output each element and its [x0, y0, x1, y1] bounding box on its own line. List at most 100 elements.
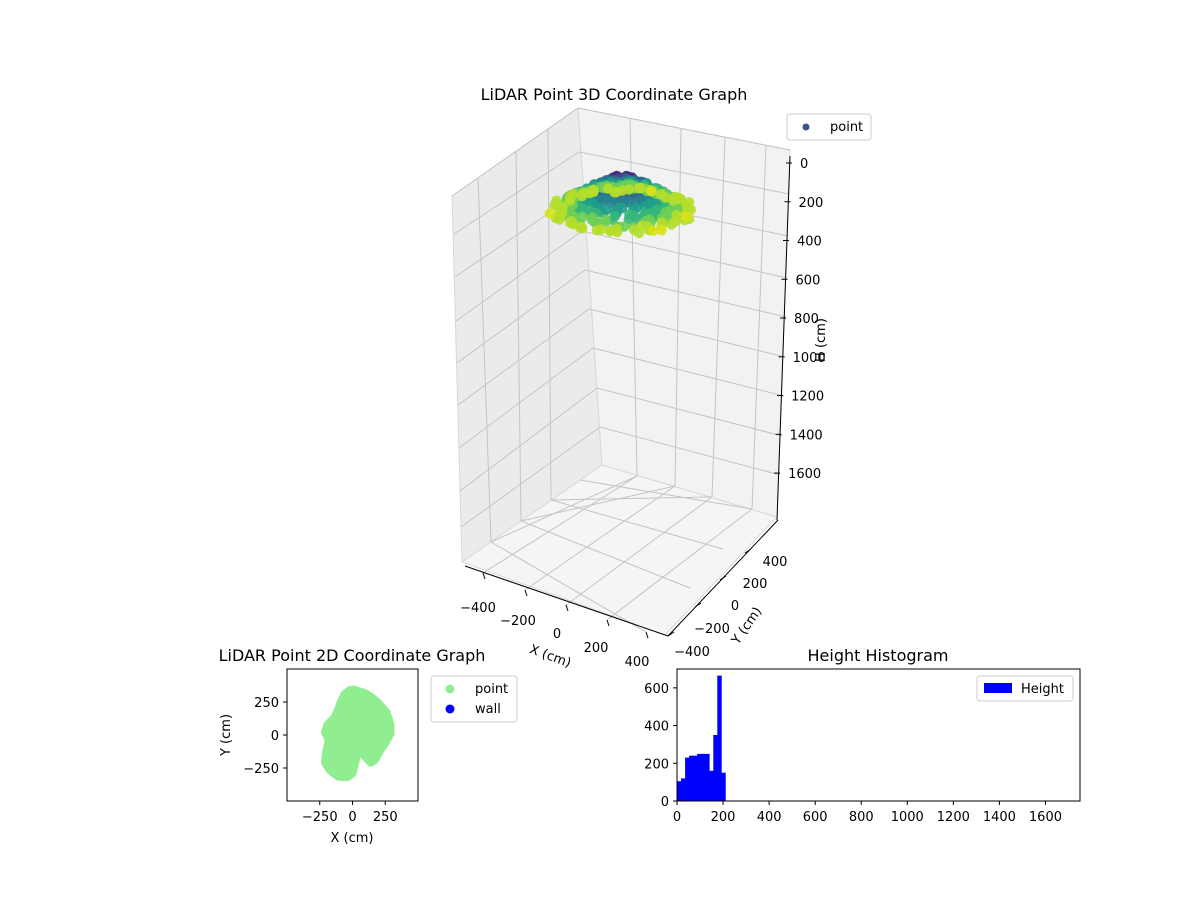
x3d-tick-label: 400 [625, 655, 650, 670]
y3d-tick-label: 0 [731, 599, 739, 614]
scatter3d-point [605, 225, 616, 237]
hist-x-tick-label: 0 [673, 810, 681, 825]
plot-3d: LiDAR Point 3D Coordinate Graph [451, 85, 872, 671]
y2d-tick-label: 0 [271, 729, 279, 744]
z3d-ticks: H (cm) 0 200 400 600 800 1000 1200 1400 1600 [774, 157, 829, 482]
hist-bar [677, 781, 682, 801]
z3d-tick-label: 200 [799, 196, 824, 211]
scatter3d-point [565, 192, 576, 203]
legend-hist-label: Height [1021, 682, 1064, 697]
y2d-tick-label: −250 [243, 762, 279, 777]
scatter3d-point [681, 211, 692, 222]
z3d-tick-label: 1400 [790, 428, 823, 443]
scatter3d-point [671, 192, 682, 203]
scatter3d-points [544, 170, 696, 239]
z3d-tick-label: 800 [794, 312, 819, 327]
scatter3d-point [648, 225, 659, 236]
chart2d-title: LiDAR Point 2D Coordinate Graph [219, 646, 486, 665]
legend-hist: Height [976, 675, 1074, 702]
hist-bar [713, 735, 718, 801]
legend-2d: point wall [430, 675, 518, 723]
plot-histogram: Height Histogram 0 200 400 600 800 1000 1200 14… [644, 646, 1081, 825]
scatter3d-point [584, 187, 595, 199]
scatter3d-point [591, 225, 603, 236]
y2d-tick-label: 250 [254, 696, 279, 711]
scatter3d-point [549, 200, 560, 211]
legend-2d-wall-marker [445, 704, 455, 714]
scatter3d-point [655, 189, 667, 200]
pane-back [577, 107, 791, 518]
y3d-tick-label: −200 [694, 622, 730, 637]
z3d-tick-label: 600 [796, 273, 821, 288]
x2d-axis-label: X (cm) [331, 831, 374, 846]
z3d-axis-label: H (cm) [814, 318, 829, 362]
legend-3d-label: point [830, 120, 863, 135]
scatter3d-point [635, 183, 646, 194]
hist-y-tick-label: 400 [644, 720, 669, 735]
hist-x-tick-label: 400 [757, 810, 782, 825]
scatter3d-point [681, 200, 692, 211]
hist-bar [689, 755, 694, 801]
hist-title: Height Histogram [808, 646, 949, 665]
plot2d-ticks: −250 0 250 250 0 −250 [243, 696, 397, 825]
scatter3d-point [609, 187, 620, 198]
y3d-tick-label: 200 [743, 577, 768, 592]
hist-x-tick-label: 1600 [1029, 810, 1062, 825]
scatter3d-point [565, 217, 576, 229]
x2d-tick-label: 0 [348, 810, 356, 825]
legend-3d-box [786, 113, 872, 141]
z3d-tick-label: 0 [800, 157, 808, 172]
hist-ticks: 0 200 400 600 800 1000 1200 1400 1600 0 200 400 600 [644, 682, 1062, 825]
legend-2d-wall-label: wall [475, 702, 501, 717]
scatter3d-point [633, 227, 645, 239]
x3d-axis-label: X (cm) [527, 642, 573, 671]
scatter3d-point [557, 202, 568, 213]
scatter3d-point [646, 186, 657, 197]
hist-frame [676, 668, 1081, 802]
scatter3d-point [577, 223, 588, 234]
legend-3d-marker [802, 123, 810, 131]
hist-x-tick-label: 200 [711, 810, 736, 825]
legend-3d: point [786, 113, 872, 141]
z3d-tick-label: 400 [797, 235, 822, 250]
scatter3d-point [630, 214, 641, 225]
legend-hist-box [976, 675, 1074, 702]
hist-bar [705, 753, 710, 801]
hist-bar [685, 757, 690, 801]
y3d-tick-label: 400 [763, 555, 788, 570]
scatter3d-point [623, 184, 635, 195]
z3d-tick-label: 1200 [791, 390, 824, 405]
legend-2d-point-marker [445, 684, 455, 694]
x2d-tick-label: 250 [373, 810, 398, 825]
chart3d-title: LiDAR Point 3D Coordinate Graph [481, 85, 748, 104]
y3d-tick-label: −400 [674, 645, 710, 660]
legend-2d-point-label: point [475, 682, 508, 697]
hist-bars [677, 675, 726, 801]
hist-x-tick-label: 1000 [891, 810, 924, 825]
z3d-tick-label: 1000 [793, 351, 826, 366]
hist-y-tick-label: 600 [644, 682, 669, 697]
hist-bar [721, 772, 726, 801]
scatter3d-point [544, 208, 556, 219]
plot-2d: LiDAR Point 2D Coordinate Graph −250 0 250… [219, 646, 518, 846]
hist-bar [717, 675, 722, 801]
hist-x-tick-label: 1400 [983, 810, 1016, 825]
z3d-tick-label: 1600 [788, 467, 821, 482]
hist-bar [697, 753, 702, 801]
hist-bar [693, 755, 698, 801]
grid-3d [451, 107, 791, 633]
scatter3d-point [656, 225, 667, 236]
hist-x-tick-label: 600 [803, 810, 828, 825]
hist-y-tick-label: 0 [661, 795, 669, 810]
hist-y-tick-label: 200 [644, 757, 669, 772]
x3d-tick-label: 0 [553, 627, 561, 642]
hist-bar [701, 753, 706, 801]
x3d-tick-label: −400 [460, 601, 496, 616]
scatter2d-points [321, 685, 395, 782]
y2d-axis-label: Y (cm) [219, 714, 234, 757]
hist-bar [709, 770, 714, 801]
x2d-tick-label: −250 [302, 810, 338, 825]
x3d-tick-label: 200 [584, 641, 609, 656]
hist-x-tick-label: 800 [849, 810, 874, 825]
